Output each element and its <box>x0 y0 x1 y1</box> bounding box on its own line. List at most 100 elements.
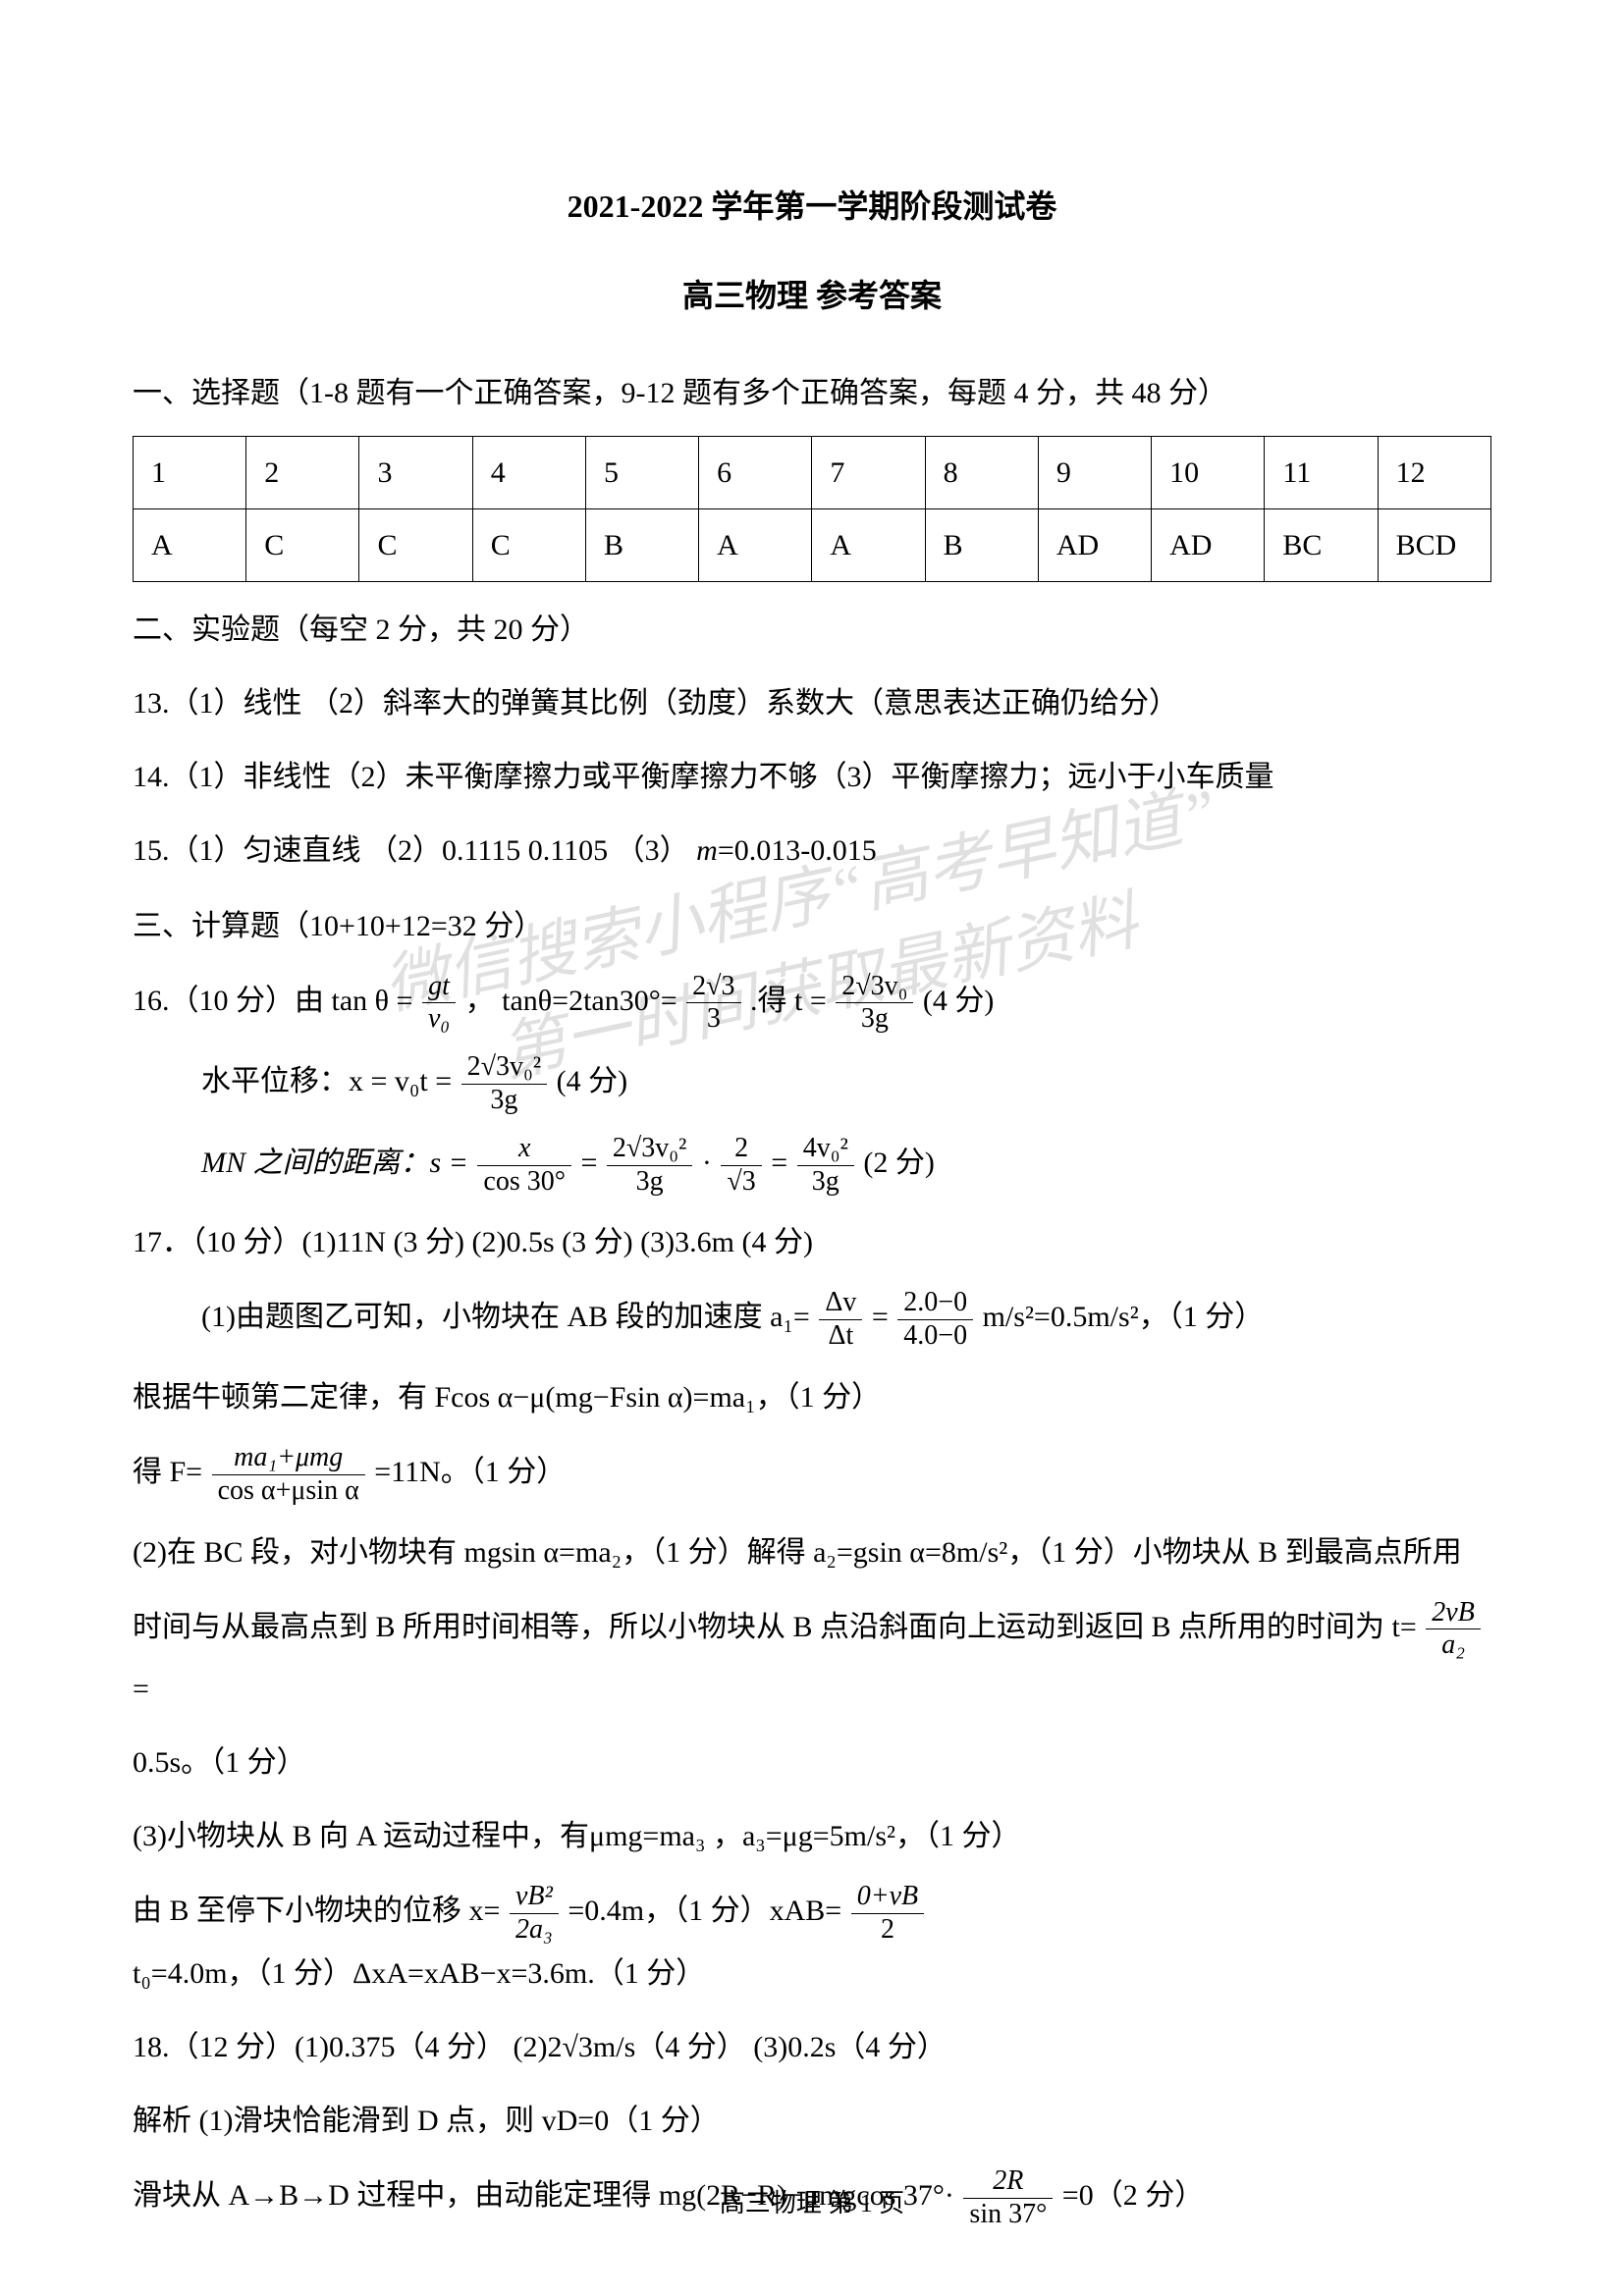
q16-line1: 16.（10 分）由 tan θ = gt v₀ ， tanθ=2tan30°=… <box>133 972 1491 1036</box>
q17-p1b: m/s²=0.5m/s²，（1 分） <box>983 1302 1265 1334</box>
q17-p1-f2: 2.0−0 4.0−0 <box>897 1288 973 1352</box>
q16-l2-frac: 2√3v₀² 3g <box>461 1052 548 1116</box>
q15-a: 15.（1）匀速直线 （2）0.1115 0.1105 （3） <box>133 834 696 867</box>
q17-p4-d: a₂ <box>1426 1629 1481 1661</box>
q17-p4c: = <box>133 1673 149 1705</box>
q17-p6-f1: vB² 2a₃ <box>510 1882 559 1946</box>
q17-p1-f1d: Δt <box>819 1320 862 1352</box>
q13: 13.（1）线性 （2）斜率大的弹簧其比例（劲度）系数大（意思表达正确仍给分） <box>133 675 1491 731</box>
ans-5: B <box>585 508 698 581</box>
ans-1: A <box>134 508 246 581</box>
col-9: 9 <box>1038 436 1151 508</box>
q16-f1-num: gt <box>422 972 456 1004</box>
ans-3: C <box>359 508 472 581</box>
col-1: 1 <box>134 436 246 508</box>
q16-line3: MN 之间的距离：s = x cos 30° = 2√3v₀² 3g · 2 √… <box>133 1134 1491 1198</box>
q17-p6-f1n: vB² <box>510 1882 559 1914</box>
q16-f3-den: 3g <box>836 1003 913 1035</box>
q17-p6b: =0.4m，（1 分）xAB= <box>568 1895 841 1927</box>
col-2: 2 <box>246 436 359 508</box>
q16-l3-f1: x cos 30° <box>477 1134 571 1198</box>
table-row-header: 1 2 3 4 5 6 7 8 9 10 11 12 <box>134 436 1491 508</box>
q16-l3-f3n: 2 <box>721 1134 761 1166</box>
q16-l3-f4d: 3g <box>797 1166 854 1198</box>
q17-p4b-line: 时间与从最高点到 B 所用时间相等，所以小物块从 B 点沿斜面向上运动到返回 B… <box>133 1598 1491 1718</box>
col-4: 4 <box>472 436 585 508</box>
section2-heading: 二、实验题（每空 2 分，共 20 分） <box>133 602 1491 658</box>
q17-p6-f2n: 0+vB <box>851 1882 924 1914</box>
section1-heading: 一、选择题（1-8 题有一个正确答案，9-12 题有多个正确答案，每题 4 分，… <box>133 365 1491 421</box>
ans-11: BC <box>1265 508 1378 581</box>
q16-frac3: 2√3v₀ 3g <box>836 972 913 1036</box>
q16-f2-num: 2√3 <box>686 972 740 1004</box>
q17-p4d: 0.5s。（1 分） <box>133 1735 1491 1790</box>
col-12: 12 <box>1378 436 1490 508</box>
q15: 15.（1）匀速直线 （2）0.1115 0.1105 （3） m=0.013-… <box>133 823 1491 879</box>
q16-f1-den: v₀ <box>422 1003 456 1035</box>
col-11: 11 <box>1265 436 1378 508</box>
q16-l3-dot: · <box>702 1147 720 1179</box>
q16-l3-f1n: x <box>477 1134 571 1166</box>
q17-head: 17．（10 分）(1)11N (3 分) (2)0.5s (3 分) (3)3… <box>133 1214 1491 1270</box>
q16-l3-f2n: 2√3v₀² <box>607 1134 693 1166</box>
q17-p3a: 得 F= <box>133 1456 202 1488</box>
q15-m: m <box>696 834 718 867</box>
page-footer: 高三物理 第 1 页 <box>0 2179 1624 2227</box>
ans-2: C <box>246 508 359 581</box>
q17-p1-f2d: 4.0−0 <box>897 1320 973 1352</box>
q16-lead: 16.（10 分）由 <box>133 985 332 1017</box>
q17-p4-frac: 2vB a₂ <box>1426 1598 1481 1662</box>
q17-p6-f1d: 2a₃ <box>510 1914 559 1946</box>
q17-p6-f2d: 2 <box>851 1914 924 1946</box>
ans-6: A <box>699 508 812 581</box>
q16-frac1: gt v₀ <box>422 972 456 1036</box>
ans-4: C <box>472 508 585 581</box>
q16-l2-lead: 水平位移：x = v₀t = <box>201 1065 460 1097</box>
q17-p3b: =11N。（1 分） <box>374 1456 566 1488</box>
q14: 14.（1）非线性（2）未平衡摩擦力或平衡摩擦力不够（3）平衡摩擦力；远小于小车… <box>133 749 1491 805</box>
ans-10: AD <box>1152 508 1265 581</box>
q16-l3-eq1: = <box>580 1147 604 1179</box>
q16-l3-eq2: = <box>771 1147 794 1179</box>
table-row-answers: A C C C B A A B AD AD BC BCD <box>134 508 1491 581</box>
q16-tan: tan θ = <box>332 985 420 1017</box>
q17-p6c: t₀=4.0m，（1 分）ΔxA=xAB−x=3.6m.（1 分） <box>133 1957 705 1990</box>
q16-line2: 水平位移：x = v₀t = 2√3v₀² 3g (4 分) <box>133 1052 1491 1116</box>
col-7: 7 <box>812 436 925 508</box>
q16-f3-num: 2√3v₀ <box>836 972 913 1004</box>
q16-mid1: ， tanθ=2tan30°= <box>465 985 677 1017</box>
q17-p3-frac: ma₁+μmg cos α+μsin α <box>212 1443 365 1507</box>
q17-p1: (1)由题图乙可知，小物块在 AB 段的加速度 a₁= Δv Δt = 2.0−… <box>133 1288 1491 1352</box>
answers-table: 1 2 3 4 5 6 7 8 9 10 11 12 A C C C B A A… <box>133 436 1491 582</box>
q18-head: 18.（12 分）(1)0.375（4 分） (2)2√3m/s（4 分） (3… <box>133 2019 1491 2075</box>
q17-p1-f2n: 2.0−0 <box>897 1288 973 1320</box>
q17-p4b: 时间与从最高点到 B 所用时间相等，所以小物块从 B 点沿斜面向上运动到返回 B… <box>133 1611 1417 1643</box>
col-3: 3 <box>359 436 472 508</box>
q17-p6a: 由 B 至停下小物块的位移 x= <box>133 1895 500 1927</box>
q16-l3-f1d: cos 30° <box>477 1166 571 1198</box>
q15-c: =0.013-0.015 <box>718 834 877 867</box>
title-line1: 2021-2022 学年第一学期阶段测试卷 <box>133 177 1491 237</box>
q16-tail1: (4 分) <box>923 985 994 1017</box>
q16-l3-f3: 2 √3 <box>721 1134 761 1198</box>
ans-9: AD <box>1038 508 1151 581</box>
q16-l3-f4: 4v₀² 3g <box>797 1134 854 1198</box>
q16-l3-f2d: 3g <box>607 1166 693 1198</box>
title-line2: 高三物理 参考答案 <box>133 266 1491 326</box>
col-10: 10 <box>1152 436 1265 508</box>
col-6: 6 <box>699 436 812 508</box>
q17-p6-f2: 0+vB 2 <box>851 1882 924 1946</box>
q16-l2-num: 2√3v₀² <box>461 1052 548 1085</box>
q16-l3-f3d: √3 <box>721 1166 761 1198</box>
col-8: 8 <box>925 436 1038 508</box>
ans-12: BCD <box>1378 508 1490 581</box>
q16-l3-lead: MN 之间的距离：s = <box>201 1147 475 1179</box>
q17-p3-n: ma₁+μmg <box>212 1443 365 1475</box>
q17-p1-eq: = <box>872 1302 889 1334</box>
q16-f2-den: 3 <box>686 1003 740 1035</box>
section3-heading: 三、计算题（10+10+12=32 分） <box>133 898 1491 954</box>
q16-frac2: 2√3 3 <box>686 972 740 1036</box>
q17-p2: 根据牛顿第二定律，有 Fcos α−μ(mg−Fsin α)=ma₁，（1 分） <box>133 1369 1491 1425</box>
q17-p3: 得 F= ma₁+μmg cos α+μsin α =11N。（1 分） <box>133 1443 1491 1507</box>
q17-p1a: (1)由题图乙可知，小物块在 AB 段的加速度 a₁= <box>201 1302 810 1334</box>
